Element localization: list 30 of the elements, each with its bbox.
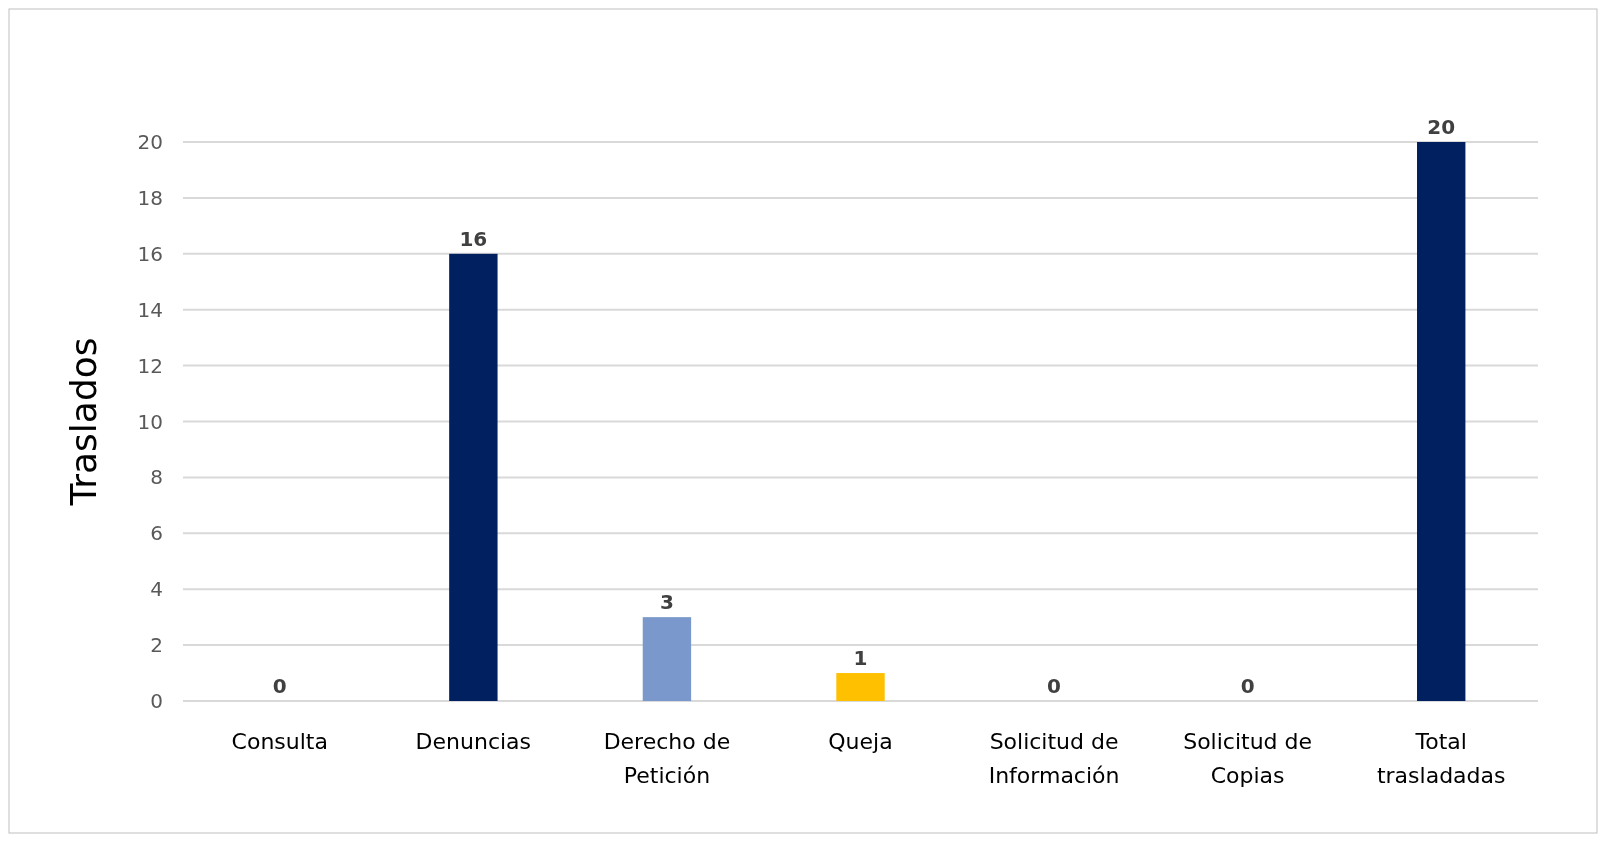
bar bbox=[449, 253, 498, 701]
y-tick-label: 20 bbox=[137, 130, 163, 154]
x-tick-label: Total trasladadas bbox=[1376, 729, 1506, 788]
x-tick-label: Queja bbox=[828, 729, 893, 754]
data-label: 1 bbox=[853, 646, 868, 671]
y-tick-label: 0 bbox=[150, 689, 163, 713]
x-tick-label: Denuncias bbox=[415, 729, 532, 754]
y-tick-label: 6 bbox=[150, 521, 163, 546]
y-tick-label: 16 bbox=[137, 241, 163, 266]
data-label: 16 bbox=[459, 226, 488, 251]
y-tick-label: 4 bbox=[150, 577, 163, 602]
bar bbox=[642, 617, 692, 701]
y-tick-label: 2 bbox=[150, 633, 163, 658]
data-label: 0 bbox=[1240, 674, 1255, 698]
y-tick-label: 10 bbox=[137, 409, 163, 434]
data-label: 3 bbox=[659, 590, 674, 615]
x-tick-label: Derecho de Petición bbox=[603, 729, 731, 788]
data-label: 20 bbox=[1427, 115, 1456, 139]
y-axis-title: Traslados bbox=[63, 337, 104, 507]
y-tick-label: 12 bbox=[137, 353, 163, 378]
bar bbox=[836, 673, 885, 701]
y-tick-label: 14 bbox=[137, 297, 163, 322]
data-label: 0 bbox=[272, 674, 287, 698]
y-tick-label: 8 bbox=[150, 465, 163, 490]
x-tick-label: Solicitud de Copias bbox=[1183, 729, 1313, 788]
y-tick-label: 18 bbox=[137, 185, 163, 210]
data-label: 0 bbox=[1047, 674, 1062, 698]
bar bbox=[1417, 142, 1466, 701]
x-tick-label: Solicitud de Información bbox=[988, 729, 1120, 788]
x-tick-label: Consulta bbox=[231, 729, 328, 754]
